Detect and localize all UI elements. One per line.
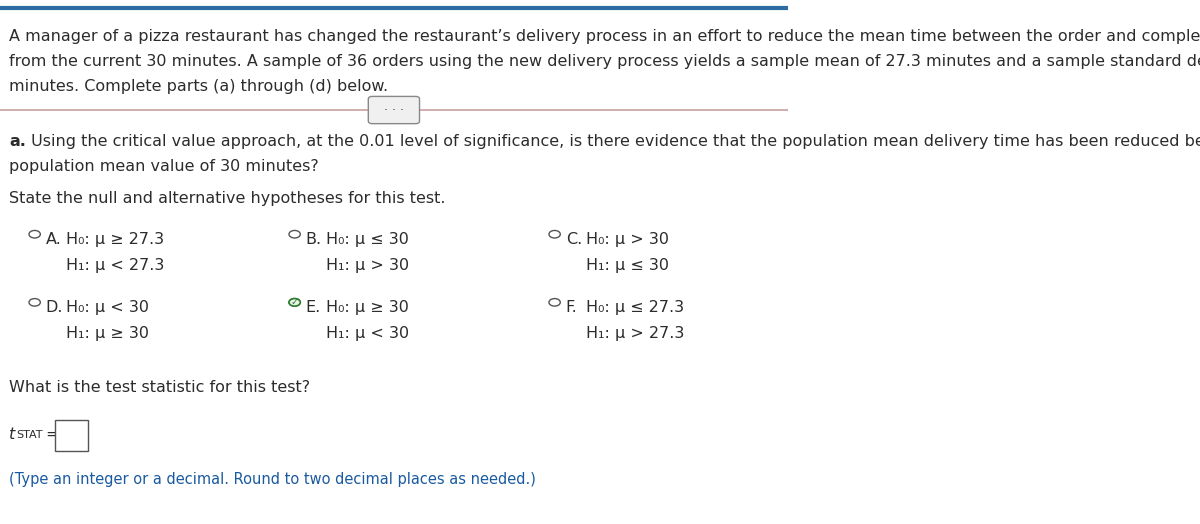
Text: · · ·: · · · — [384, 104, 404, 116]
Text: H₀: μ < 30: H₀: μ < 30 — [66, 300, 149, 315]
Text: =: = — [44, 427, 59, 442]
Text: H₀: μ > 30: H₀: μ > 30 — [586, 232, 670, 247]
Text: a.: a. — [10, 134, 26, 149]
Text: A.: A. — [46, 232, 61, 247]
Text: H₁: μ ≤ 30: H₁: μ ≤ 30 — [586, 258, 670, 273]
Text: H₁: μ > 27.3: H₁: μ > 27.3 — [586, 326, 684, 341]
Text: E.: E. — [306, 300, 320, 315]
Text: minutes. Complete parts (a) through (d) below.: minutes. Complete parts (a) through (d) … — [10, 79, 389, 94]
Text: from the current 30 minutes. A sample of 36 orders using the new delivery proces: from the current 30 minutes. A sample of… — [10, 54, 1200, 69]
Text: H₁: μ < 27.3: H₁: μ < 27.3 — [66, 258, 164, 273]
Circle shape — [548, 299, 560, 306]
Text: Using the critical value approach, at the 0.01 level of significance, is there e: Using the critical value approach, at th… — [26, 134, 1200, 149]
Text: D.: D. — [46, 300, 64, 315]
Text: H₀: μ ≥ 27.3: H₀: μ ≥ 27.3 — [66, 232, 164, 247]
Text: H₁: μ > 30: H₁: μ > 30 — [326, 258, 409, 273]
Text: t: t — [10, 427, 16, 442]
Text: STAT: STAT — [17, 430, 43, 440]
Text: A manager of a pizza restaurant has changed the restaurant’s delivery process in: A manager of a pizza restaurant has chan… — [10, 29, 1200, 44]
Text: H₀: μ ≥ 30: H₀: μ ≥ 30 — [326, 300, 409, 315]
Circle shape — [29, 231, 41, 238]
Text: C.: C. — [565, 232, 582, 247]
Text: (Type an integer or a decimal. Round to two decimal places as needed.): (Type an integer or a decimal. Round to … — [10, 472, 536, 487]
Circle shape — [289, 299, 300, 306]
Text: H₁: μ < 30: H₁: μ < 30 — [326, 326, 409, 341]
Text: B.: B. — [306, 232, 322, 247]
Text: State the null and alternative hypotheses for this test.: State the null and alternative hypothese… — [10, 191, 446, 206]
Circle shape — [289, 231, 300, 238]
Text: F.: F. — [565, 300, 577, 315]
Text: H₁: μ ≥ 30: H₁: μ ≥ 30 — [66, 326, 149, 341]
FancyBboxPatch shape — [55, 420, 89, 451]
Circle shape — [548, 231, 560, 238]
Text: ✓: ✓ — [290, 297, 299, 308]
Text: H₀: μ ≤ 27.3: H₀: μ ≤ 27.3 — [586, 300, 684, 315]
Text: population mean value of 30 minutes?: population mean value of 30 minutes? — [10, 159, 319, 174]
Circle shape — [29, 299, 41, 306]
FancyBboxPatch shape — [368, 96, 420, 124]
Text: H₀: μ ≤ 30: H₀: μ ≤ 30 — [326, 232, 409, 247]
Circle shape — [289, 299, 300, 306]
Text: What is the test statistic for this test?: What is the test statistic for this test… — [10, 380, 311, 395]
